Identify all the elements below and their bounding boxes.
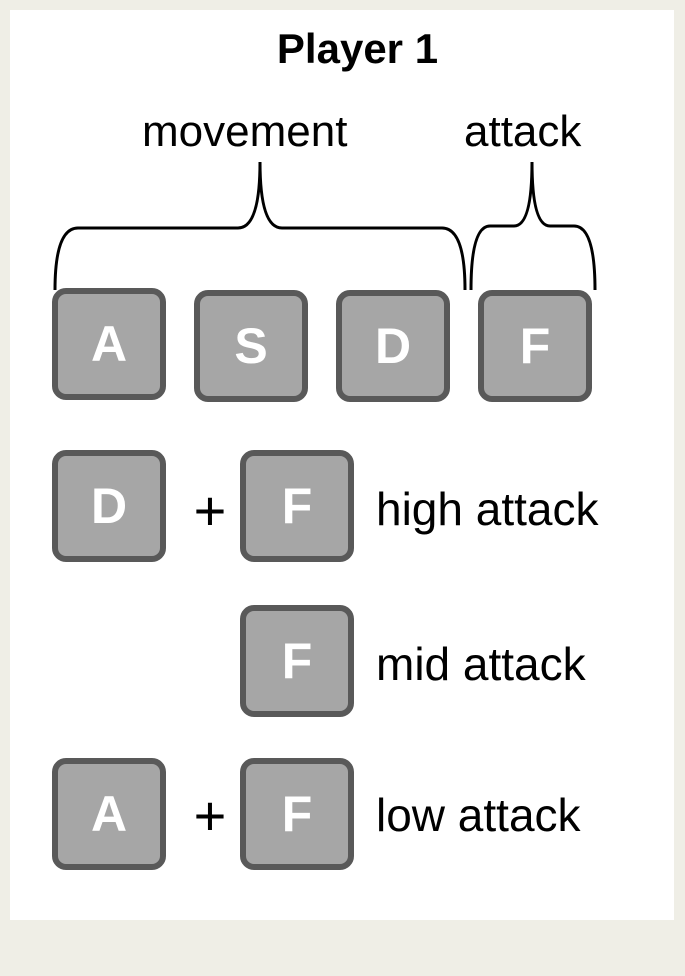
mid-attack-label: mid attack — [376, 638, 586, 690]
key-f: F — [478, 290, 592, 402]
mid-key-f: F — [240, 605, 354, 717]
low-combo-key-f: F — [240, 758, 354, 870]
movement-label: movement — [142, 107, 348, 156]
key-a: A — [52, 288, 166, 400]
low-combo-key-a: A — [52, 758, 166, 870]
movement-brace — [53, 161, 467, 291]
key-s: S — [194, 290, 308, 402]
key-d: D — [336, 290, 450, 402]
player-title: Player 1 — [276, 25, 439, 72]
high-combo-plus: + — [193, 479, 227, 542]
high-combo-key-d: D — [52, 450, 166, 562]
low-combo-plus: + — [193, 784, 227, 847]
low-attack-label: low attack — [376, 789, 581, 841]
high-attack-label: high attack — [376, 483, 599, 535]
attack-brace — [469, 161, 597, 291]
high-combo-key-f: F — [240, 450, 354, 562]
attack-label: attack — [464, 107, 582, 156]
